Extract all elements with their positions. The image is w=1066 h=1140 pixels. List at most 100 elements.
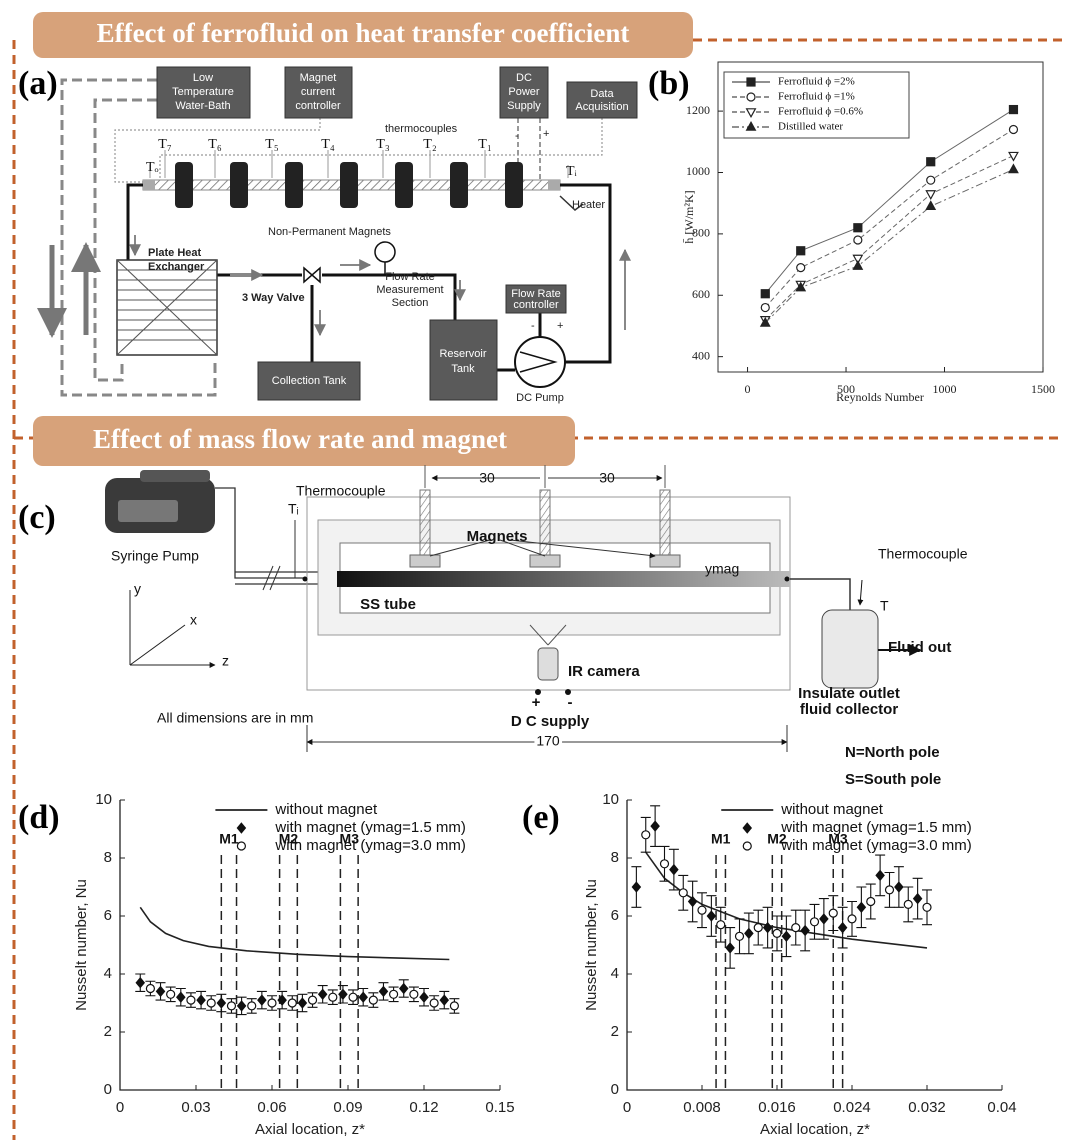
marker (926, 191, 935, 199)
panel-label: (c) (18, 499, 56, 536)
marker (698, 906, 706, 914)
marker (736, 932, 744, 940)
shape (430, 320, 497, 400)
marker (349, 993, 357, 1001)
label: S=South pole (845, 771, 941, 788)
label: IR camera (568, 663, 640, 680)
legend-label: with magnet (ymag=1.5 mm) (274, 819, 465, 836)
marker (792, 924, 800, 932)
label: Tₒ (146, 160, 159, 175)
shape (425, 465, 665, 488)
legend-label: Distilled water (778, 121, 843, 133)
shape (548, 180, 560, 190)
label: Heater (572, 199, 605, 211)
x-tick-label: 0.008 (683, 1099, 721, 1116)
marker (797, 264, 805, 272)
marker (782, 932, 790, 942)
marker (227, 1002, 235, 1010)
marker (797, 247, 805, 255)
x-tick-label: 0.12 (409, 1099, 438, 1116)
x-tick-label: 0.024 (833, 1099, 871, 1116)
y-axis-label: Nusselt number, Nu (73, 879, 90, 1011)
marker (914, 894, 922, 904)
chart: 00.030.060.090.120.150246810Axial locati… (73, 791, 515, 1138)
legend-marker (747, 78, 755, 86)
marker (167, 990, 175, 998)
label: Insulate outlet (798, 685, 900, 702)
label: N=North pole (845, 744, 940, 761)
marker (651, 821, 659, 831)
panel-label: (d) (18, 799, 60, 836)
label: x (190, 612, 197, 628)
marker (661, 860, 669, 868)
label: D C supply (511, 713, 590, 730)
shape (230, 162, 248, 208)
marker (248, 1002, 256, 1010)
x-tick-label: 0.06 (257, 1099, 286, 1116)
label: Collection Tank (272, 375, 347, 387)
marker (923, 903, 931, 911)
marker (1009, 126, 1017, 134)
magnet-label: M1 (711, 831, 731, 847)
panel-label: (a) (18, 65, 58, 102)
legend-label: with magnet (ymag=3.0 mm) (780, 837, 971, 854)
marker (754, 924, 762, 932)
marker (238, 1001, 246, 1011)
x-tick-label: 0.04 (987, 1099, 1016, 1116)
marker (886, 886, 894, 894)
x-axis-label: Axial location, z* (760, 1121, 870, 1138)
y-tick-label: 1200 (686, 103, 710, 117)
marker (854, 224, 862, 232)
marker (726, 943, 734, 953)
label: + (532, 694, 541, 711)
shape (420, 490, 430, 555)
x-tick-label: 0.15 (485, 1099, 514, 1116)
label: All dimensions are in mm (157, 710, 313, 726)
marker (761, 290, 769, 298)
marker (258, 995, 266, 1005)
label: Measurement (376, 284, 443, 296)
marker (867, 898, 875, 906)
marker (288, 999, 296, 1007)
shape (130, 590, 215, 665)
marker (410, 990, 418, 998)
label: Tᵢ (288, 501, 299, 517)
shape (303, 577, 308, 582)
y-tick-label: 0 (611, 1081, 619, 1098)
label: Water-Bath (175, 100, 230, 112)
label: T₃ (376, 137, 390, 152)
label: Reservoir (439, 348, 486, 360)
label: y (134, 581, 141, 597)
marker (1009, 165, 1018, 173)
shape (785, 577, 790, 582)
marker (853, 261, 862, 269)
y-axis-label: h̄ [W/m²K] (682, 190, 696, 243)
label: T₂ (423, 137, 437, 152)
shape (505, 162, 523, 208)
label: Acquisition (575, 101, 628, 113)
marker (1009, 152, 1018, 160)
marker (632, 882, 640, 892)
legend-label: with magnet (ymag=1.5 mm) (780, 819, 971, 836)
shape (285, 162, 303, 208)
marker (679, 889, 687, 897)
marker (298, 998, 306, 1008)
label: Syringe Pump (111, 548, 199, 564)
legend-marker (237, 842, 245, 850)
marker (359, 992, 367, 1002)
marker (707, 911, 715, 921)
y-tick-label: 600 (692, 287, 710, 301)
y-tick-label: 1000 (686, 164, 710, 178)
marker (379, 987, 387, 997)
marker (839, 923, 847, 933)
marker (440, 995, 448, 1005)
label: - (568, 694, 573, 711)
label: Section (392, 297, 429, 309)
shape (560, 185, 610, 362)
series-line (140, 907, 449, 959)
marker (895, 882, 903, 892)
y-tick-label: 8 (104, 849, 112, 866)
shape (395, 162, 413, 208)
marker (136, 978, 144, 988)
